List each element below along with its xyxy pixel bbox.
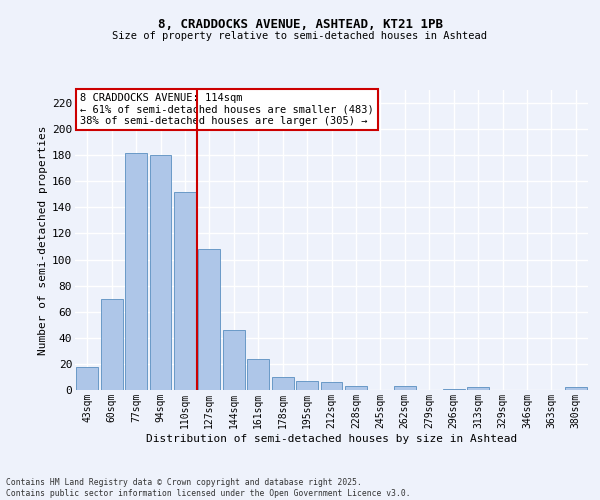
Bar (247, 358, 269, 390)
Bar (345, 386, 367, 390)
Bar (76, 366, 98, 390)
Bar (199, 249, 220, 390)
Bar (125, 152, 147, 390)
Text: 8 CRADDOCKS AVENUE: 114sqm
← 61% of semi-detached houses are smaller (483)
38% o: 8 CRADDOCKS AVENUE: 114sqm ← 61% of semi… (80, 93, 374, 126)
Y-axis label: Number of semi-detached properties: Number of semi-detached properties (38, 125, 48, 355)
Bar (296, 381, 318, 390)
Bar (272, 377, 293, 390)
Text: Size of property relative to semi-detached houses in Ashtead: Size of property relative to semi-detach… (113, 31, 487, 41)
Bar (149, 155, 172, 390)
Text: Contains HM Land Registry data © Crown copyright and database right 2025.
Contai: Contains HM Land Registry data © Crown c… (6, 478, 410, 498)
Bar (101, 298, 122, 390)
Text: 8, CRADDOCKS AVENUE, ASHTEAD, KT21 1PB: 8, CRADDOCKS AVENUE, ASHTEAD, KT21 1PB (157, 18, 443, 30)
Bar (174, 192, 196, 390)
Bar (320, 382, 343, 390)
Bar (394, 386, 416, 390)
Bar (565, 388, 587, 390)
Bar (467, 388, 489, 390)
Bar (443, 388, 464, 390)
Bar (223, 330, 245, 390)
X-axis label: Distribution of semi-detached houses by size in Ashtead: Distribution of semi-detached houses by … (146, 434, 517, 444)
